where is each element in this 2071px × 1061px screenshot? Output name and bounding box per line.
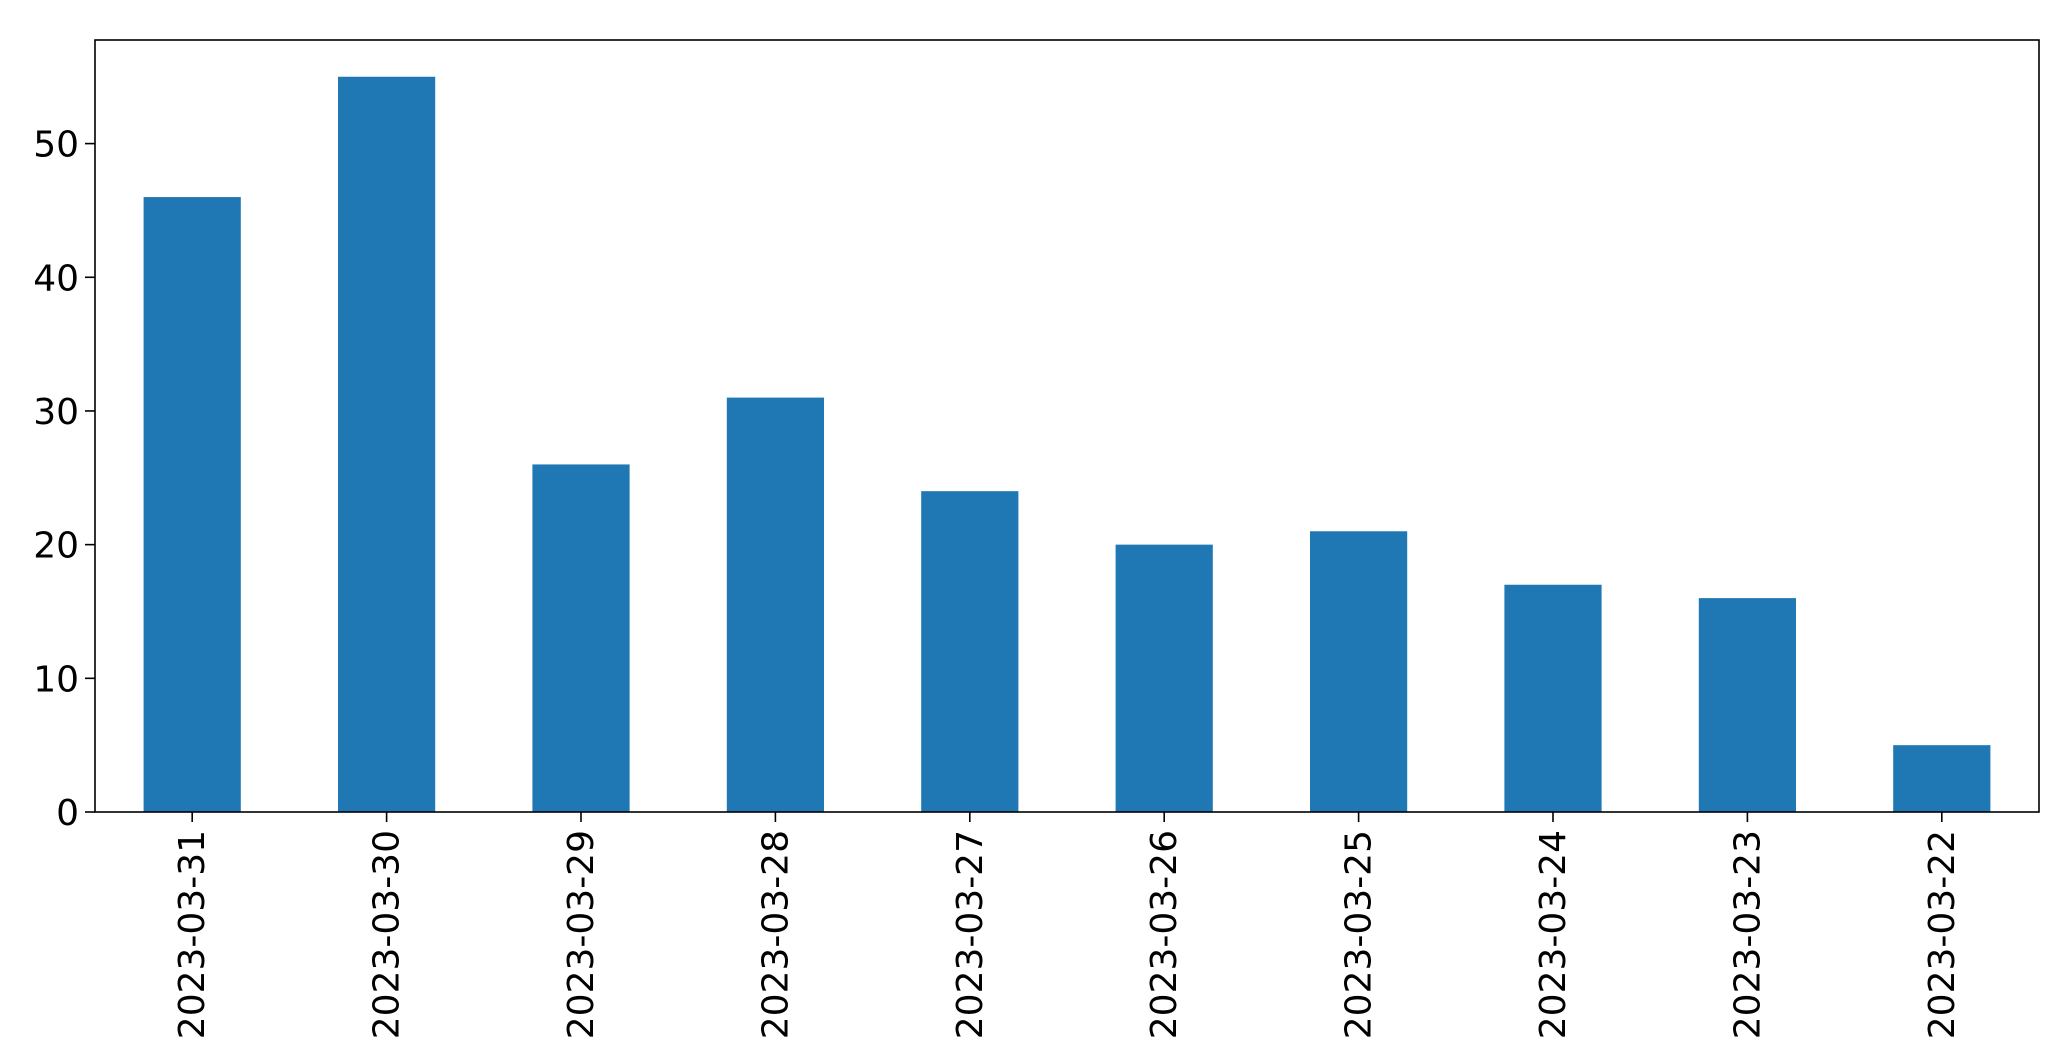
y-tick-label: 10 <box>33 659 79 700</box>
bar-2023-03-24 <box>1504 584 1602 812</box>
y-tick-label: 30 <box>33 392 79 433</box>
x-tick-label: 2023-03-24 <box>1533 830 1574 1039</box>
bar-2023-03-31 <box>143 197 241 812</box>
bars-group <box>143 76 1991 812</box>
x-tick-label: 2023-03-27 <box>950 830 991 1039</box>
bar-2023-03-28 <box>726 397 824 812</box>
bar-2023-03-22 <box>1893 745 1991 812</box>
bar-2023-03-29 <box>532 464 630 812</box>
x-tick-label: 2023-03-25 <box>1339 830 1380 1039</box>
y-tick-label: 50 <box>33 125 79 166</box>
x-tick-label: 2023-03-30 <box>367 830 408 1039</box>
y-tick-label: 20 <box>33 526 79 567</box>
bar-2023-03-27 <box>921 491 1019 812</box>
x-tick-label: 2023-03-22 <box>1922 830 1963 1039</box>
plot-frame <box>94 39 2040 813</box>
x-tick-label: 2023-03-23 <box>1727 830 1768 1039</box>
x-tick-label: 2023-03-28 <box>755 830 796 1039</box>
y-tick-label: 0 <box>56 793 79 834</box>
y-axis: 0 10 20 30 40 50 <box>33 125 95 834</box>
bar-2023-03-25 <box>1310 531 1408 812</box>
bar-2023-03-26 <box>1115 544 1213 812</box>
bar-2023-03-23 <box>1698 598 1796 812</box>
x-tick-label: 2023-03-31 <box>172 830 213 1039</box>
bar-2023-03-30 <box>338 76 436 812</box>
x-tick-label: 2023-03-29 <box>561 830 602 1039</box>
y-tick-label: 40 <box>33 258 79 299</box>
x-axis: 2023-03-31 2023-03-30 2023-03-29 2023-03-28… <box>172 812 1963 1039</box>
x-tick-label: 2023-03-26 <box>1144 830 1185 1039</box>
